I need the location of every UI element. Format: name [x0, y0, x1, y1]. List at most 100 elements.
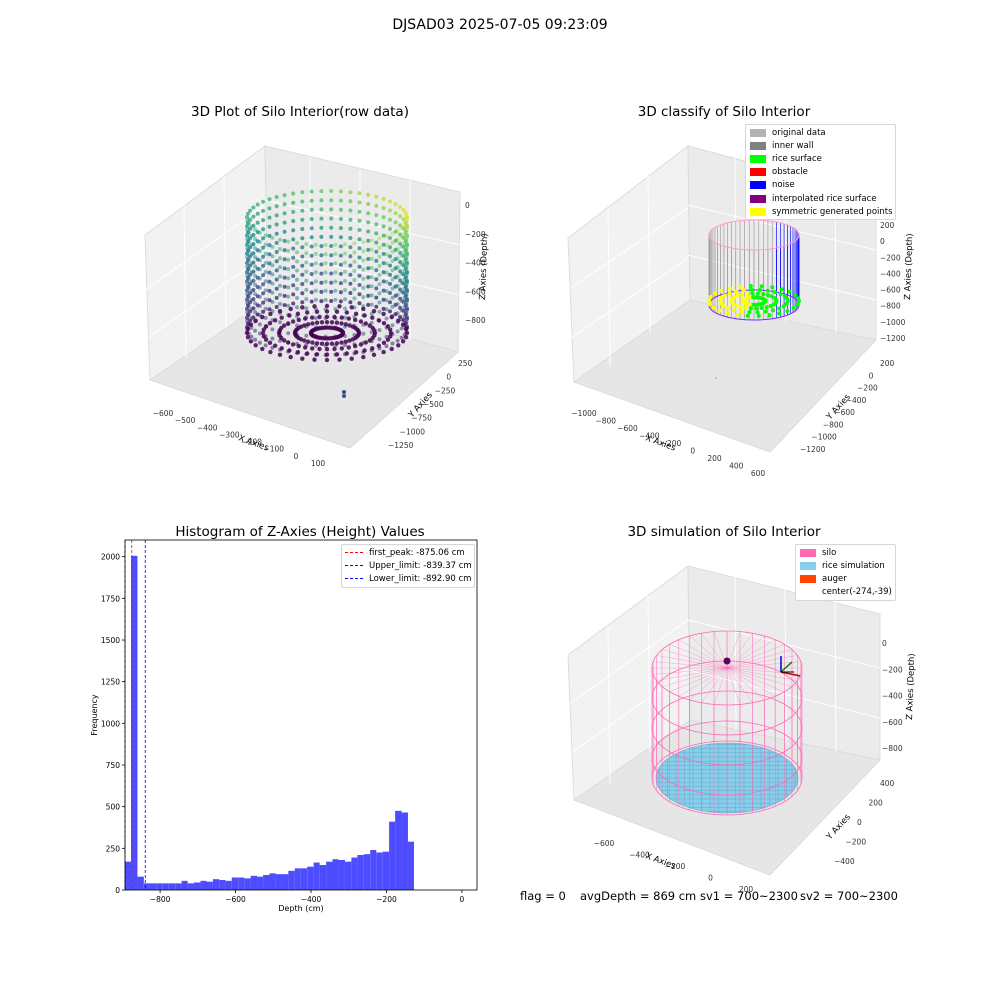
- raw-data-point: [246, 312, 250, 317]
- raw-data-point: [286, 257, 291, 262]
- raw-floor-point: [347, 338, 352, 343]
- raw-floor-point: [267, 340, 273, 345]
- raw-data-point: [245, 279, 249, 284]
- classify-surface-point: [722, 293, 727, 298]
- raw-data-point: [329, 207, 334, 212]
- raw-data-point: [245, 260, 249, 265]
- raw-data-point: [309, 299, 314, 304]
- raw-floor-point: [362, 313, 367, 318]
- raw-floor-point: [296, 343, 301, 349]
- raw-data-point: [270, 263, 275, 268]
- raw-data-point: [374, 286, 379, 291]
- raw-data-point: [401, 226, 406, 231]
- raw-data-point: [348, 263, 353, 268]
- raw-data-point: [270, 299, 275, 304]
- raw-data-point: [381, 215, 386, 220]
- raw-data-point: [369, 293, 374, 298]
- raw-floor-point: [263, 337, 269, 342]
- raw-data-point: [398, 315, 403, 319]
- raw-data-point: [253, 227, 258, 232]
- grid-line: [687, 669, 881, 719]
- raw-data-point: [248, 245, 253, 250]
- raw-floor-point: [303, 345, 308, 350]
- raw-data-point: [361, 267, 366, 272]
- raw-floor-point: [389, 346, 394, 352]
- raw-data-point: [343, 251, 347, 256]
- simulation-z-tick-label: −400: [882, 692, 903, 701]
- raw-data-point: [381, 206, 386, 211]
- raw-floor-point: [388, 330, 394, 336]
- classify-x-tick-label: 0: [690, 447, 695, 456]
- raw-data-point: [329, 198, 334, 203]
- raw-data-point: [366, 302, 371, 307]
- simulation-x-tick-label: 0: [708, 874, 713, 883]
- histogram-bar: [332, 859, 339, 890]
- raw-data-point: [393, 302, 398, 307]
- raw-floor-point: [329, 341, 335, 346]
- raw-data-point: [309, 253, 314, 258]
- raw-data-point: [278, 320, 282, 325]
- raw-data-point: [357, 200, 362, 205]
- raw-data-point: [300, 245, 305, 250]
- raw-data-point: [343, 315, 347, 320]
- legend-line-swatch: [345, 578, 363, 580]
- raw-data-point: [245, 242, 249, 247]
- legend-line-swatch: [345, 565, 363, 567]
- raw-data-point: [343, 242, 347, 247]
- raw-data-point: [253, 237, 258, 241]
- legend-label: Upper_limit: -839.37 cm: [369, 560, 472, 571]
- raw-data-point: [398, 287, 403, 292]
- legend-swatch: [750, 207, 766, 216]
- classify-surface-point: [755, 291, 760, 296]
- raw-floor-point: [312, 357, 317, 362]
- raw-data-point: [343, 279, 347, 283]
- raw-floor-point: [319, 320, 325, 325]
- raw-data-point: [357, 255, 362, 260]
- raw-data-point: [388, 226, 392, 231]
- raw-data-point: [323, 243, 328, 247]
- raw-data-point: [393, 247, 398, 252]
- raw-data-point: [366, 202, 371, 206]
- raw-data-point: [390, 286, 395, 291]
- classify-surface-point: [784, 301, 789, 306]
- simulation-z-tick-label: −600: [882, 718, 903, 727]
- raw-data-point: [361, 258, 366, 263]
- raw-data-point: [374, 249, 379, 254]
- simulation-z-tick-label: −200: [882, 665, 903, 674]
- raw-data-point: [374, 203, 379, 208]
- raw-data-point: [338, 290, 343, 295]
- raw-data-point: [261, 263, 266, 268]
- simulation-y-tick-label: 200: [869, 799, 884, 808]
- raw-data-point: [388, 217, 392, 222]
- raw-floor-point: [324, 303, 330, 309]
- raw-data-point: [381, 261, 386, 266]
- raw-data-point: [404, 297, 409, 302]
- raw-data-point: [377, 273, 382, 277]
- raw-floor-point: [400, 339, 406, 344]
- raw-data-point: [295, 241, 299, 245]
- silo-roof-line: [689, 667, 728, 701]
- raw-data-point: [361, 331, 366, 336]
- raw-floor-point: [248, 339, 254, 344]
- silo-roof-line: [678, 667, 728, 697]
- classify-surface-point: [770, 308, 775, 313]
- raw-floor-point: [248, 322, 254, 327]
- raw-data-point: [319, 253, 324, 258]
- raw-x-tick-label: −500: [175, 416, 196, 425]
- classify-surface-point: [738, 284, 743, 289]
- auger-center-marker: [723, 657, 731, 665]
- silo-roof-line: [726, 633, 753, 669]
- raw-data-point: [261, 245, 266, 250]
- raw-data-point: [333, 261, 338, 266]
- grid-line: [567, 207, 689, 291]
- raw-data-point: [319, 280, 324, 285]
- raw-data-point: [291, 301, 296, 306]
- legend-swatch: [750, 194, 766, 203]
- raw-data-point: [343, 260, 347, 265]
- raw-data-point: [404, 242, 409, 247]
- raw-y-tick-label: −250: [435, 386, 456, 395]
- raw-data-point: [333, 270, 338, 275]
- raw-floor-point: [381, 321, 387, 326]
- raw-data-point: [249, 334, 254, 339]
- raw-floor-point: [339, 315, 344, 320]
